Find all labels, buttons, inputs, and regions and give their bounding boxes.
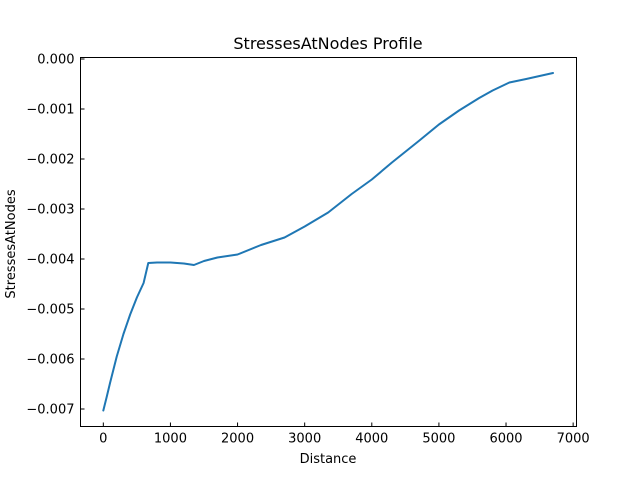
y-tick-label: −0.007 (26, 403, 74, 418)
y-tick-label: −0.005 (26, 303, 74, 318)
y-tick-label: −0.004 (26, 253, 74, 268)
series-line (102, 72, 555, 412)
x-tick-label: 6000 (489, 432, 522, 447)
x-axis-label: Distance (300, 452, 357, 467)
x-tick-label: 0 (99, 432, 107, 447)
x-tick-label: 3000 (288, 432, 321, 447)
y-tick-label: −0.001 (26, 103, 74, 118)
y-tick-label: −0.006 (26, 353, 74, 368)
chart-title: StressesAtNodes Profile (233, 34, 422, 53)
y-tick-label: −0.003 (26, 203, 74, 218)
x-tick-label: 4000 (355, 432, 388, 447)
y-tick-label: 0.000 (37, 53, 74, 68)
x-tick-label: 5000 (422, 432, 455, 447)
x-tick-label: 1000 (154, 432, 187, 447)
x-axis-ticks: 0 1000 2000 3000 4000 5000 6000 7000 (99, 422, 590, 447)
axes-frame (80, 57, 577, 427)
y-axis-ticks: 0.000 −0.001 −0.002 −0.003 −0.004 −0.005 −0.00… (26, 53, 85, 418)
y-axis-label: StressesAtNodes (4, 189, 19, 298)
x-tick-label: 7000 (557, 432, 590, 447)
x-tick-label: 2000 (221, 432, 254, 447)
y-tick-label: −0.002 (26, 153, 74, 168)
